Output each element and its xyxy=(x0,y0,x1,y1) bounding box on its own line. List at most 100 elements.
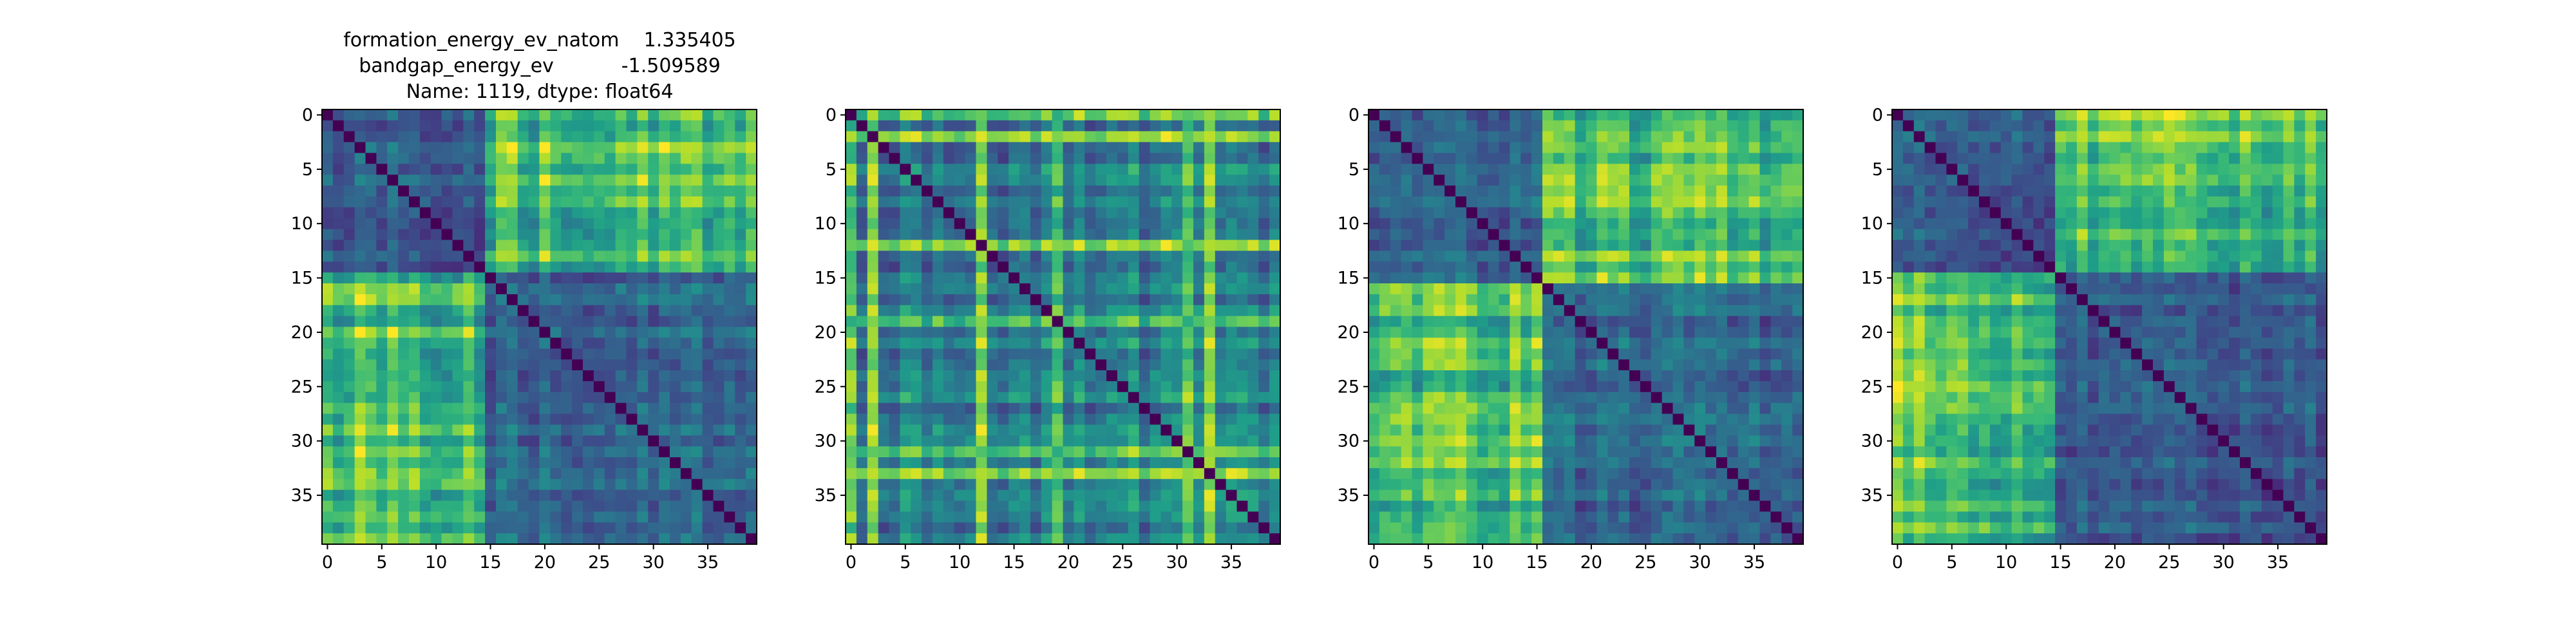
heatmap-cell xyxy=(1477,316,1489,328)
heatmap-cell xyxy=(1117,511,1129,523)
heatmap-cell xyxy=(1510,424,1521,436)
heatmap-cell xyxy=(1226,402,1238,415)
heatmap-cell xyxy=(691,446,703,458)
heatmap-cell xyxy=(998,175,1009,186)
heatmap-cell xyxy=(1258,348,1270,360)
heatmap-cell xyxy=(1792,435,1804,447)
heatmap-cell xyxy=(1215,381,1227,393)
heatmap-cell xyxy=(1236,218,1248,230)
heatmap-cell xyxy=(1738,533,1750,545)
heatmap-cell xyxy=(561,272,573,284)
heatmap-cell xyxy=(1770,316,1782,328)
heatmap-cell xyxy=(1009,511,1020,523)
heatmap-cell xyxy=(365,370,377,382)
heatmap-cell xyxy=(376,164,388,175)
heatmap-cell xyxy=(1171,261,1183,273)
heatmap-cell xyxy=(922,533,933,545)
heatmap-cell xyxy=(933,164,944,175)
heatmap-cell xyxy=(1041,468,1053,480)
x-tick-label: 35 xyxy=(1743,553,1765,573)
heatmap-cell xyxy=(1215,478,1227,491)
heatmap-cell xyxy=(1455,424,1467,436)
heatmap-cell xyxy=(1390,468,1402,480)
heatmap-cell xyxy=(659,511,670,523)
heatmap-cell xyxy=(1215,435,1227,447)
heatmap-cell xyxy=(659,153,670,164)
heatmap-cell xyxy=(593,348,605,360)
heatmap-cell xyxy=(943,402,955,415)
heatmap-cell xyxy=(1748,381,1761,393)
heatmap-cell xyxy=(1629,294,1641,306)
heatmap-cell xyxy=(2076,109,2088,121)
heatmap-cell xyxy=(528,142,540,154)
heatmap-cell xyxy=(1662,164,1674,175)
heatmap-cell xyxy=(1466,424,1478,436)
heatmap-cell xyxy=(398,522,410,534)
heatmap-cell xyxy=(998,327,1009,338)
heatmap-cell xyxy=(1368,424,1380,436)
heatmap-cell xyxy=(1074,511,1085,523)
heatmap-cell xyxy=(561,109,573,121)
heatmap-cell xyxy=(1651,533,1663,545)
heatmap-cell xyxy=(1269,131,1281,143)
heatmap-cell xyxy=(398,468,410,480)
heatmap-cell xyxy=(1629,500,1641,512)
heatmap-cell xyxy=(1738,316,1750,328)
heatmap-cell xyxy=(376,435,388,447)
heatmap-cell xyxy=(1792,392,1804,404)
heatmap-cell xyxy=(583,511,594,523)
heatmap-cell xyxy=(626,294,638,306)
heatmap-cell xyxy=(1499,185,1510,197)
heatmap-cell xyxy=(1651,500,1663,512)
heatmap-cell xyxy=(1204,218,1216,230)
heatmap-cell xyxy=(343,120,355,132)
heatmap-cell xyxy=(680,175,692,186)
heatmap-cell xyxy=(572,251,583,262)
heatmap-cell xyxy=(1193,251,1205,262)
heatmap-cell xyxy=(539,283,551,295)
y-tick-label: 10 xyxy=(291,214,313,234)
heatmap-cell xyxy=(1488,240,1500,251)
heatmap-cell xyxy=(398,207,410,219)
heatmap-cell xyxy=(1139,240,1151,251)
heatmap-cell xyxy=(365,327,377,338)
heatmap-cell xyxy=(1748,305,1761,317)
heatmap-cell xyxy=(1738,305,1750,317)
heatmap-cell xyxy=(680,207,692,219)
heatmap-cell xyxy=(878,283,890,295)
heatmap-cell xyxy=(965,131,977,143)
heatmap-cell xyxy=(965,500,977,512)
heatmap-cell xyxy=(528,185,540,197)
heatmap-cell xyxy=(409,359,421,371)
heatmap-cell xyxy=(1672,413,1684,425)
heatmap-cell xyxy=(1531,207,1543,219)
heatmap-cell xyxy=(746,272,757,284)
heatmap-cell xyxy=(528,424,540,436)
heatmap-cell xyxy=(322,218,334,230)
heatmap-cell xyxy=(1640,522,1652,534)
heatmap-cell xyxy=(1575,359,1587,371)
heatmap-cell xyxy=(1390,207,1402,219)
heatmap-cell xyxy=(1052,522,1064,534)
heatmap-cell xyxy=(900,468,911,480)
heatmap-cell xyxy=(1705,468,1717,480)
heatmap-cell xyxy=(441,316,453,328)
heatmap-cell xyxy=(1247,153,1259,164)
heatmap-cell xyxy=(954,392,966,404)
heatmap-cell xyxy=(2076,120,2088,132)
heatmap-cell xyxy=(680,359,692,371)
heatmap-cell xyxy=(517,348,529,360)
heatmap-cell xyxy=(561,305,573,317)
heatmap-cell xyxy=(463,131,475,143)
heatmap-cell xyxy=(998,185,1009,197)
heatmap-cell xyxy=(1041,229,1053,241)
heatmap-cell xyxy=(1564,251,1576,262)
heatmap-cell xyxy=(1379,533,1391,545)
heatmap-cell xyxy=(1171,511,1183,523)
heatmap-cell xyxy=(680,305,692,317)
heatmap-cell xyxy=(954,316,966,328)
heatmap-cell xyxy=(1019,359,1031,371)
heatmap-cell xyxy=(376,413,388,425)
heatmap-cell xyxy=(1683,272,1695,284)
heatmap-cell xyxy=(1738,218,1750,230)
